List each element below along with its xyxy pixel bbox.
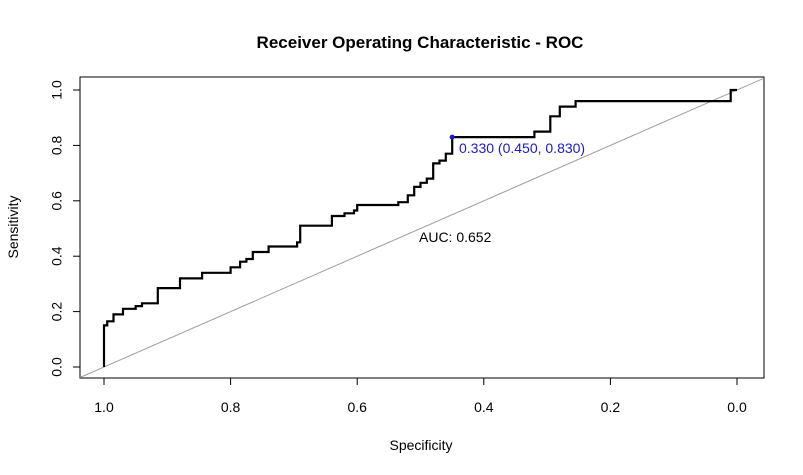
y-tick-label: 0.6 [49,191,65,211]
roc-curve [102,88,737,367]
chart-title: Receiver Operating Characteristic - ROC [257,33,584,52]
x-tick-label: 1.0 [94,399,114,415]
reference-diagonal-line [79,77,765,378]
x-tick-label: 0.8 [221,399,241,415]
y-tick-label: 0.4 [49,246,65,266]
x-tick-label: 0.6 [347,399,367,415]
y-axis-label: Sensitivity [5,195,21,258]
auc-label: AUC: 0.652 [419,229,492,245]
y-axis: 0.0 0.2 0.4 0.6 0.8 1.0 [49,80,81,377]
x-axis-label: Specificity [389,437,452,453]
y-tick-label: 0.2 [49,302,65,322]
x-tick-label: 0.0 [727,399,747,415]
y-tick-label: 0.8 [49,135,65,155]
x-axis: 1.0 0.8 0.6 0.4 0.2 0.0 [94,377,747,415]
x-tick-label: 0.2 [601,399,621,415]
y-tick-label: 0.0 [49,357,65,377]
y-tick-label: 1.0 [49,80,65,100]
threshold-point [449,134,455,140]
x-tick-label: 0.4 [474,399,494,415]
threshold-label: 0.330 (0.450, 0.830) [459,140,585,156]
